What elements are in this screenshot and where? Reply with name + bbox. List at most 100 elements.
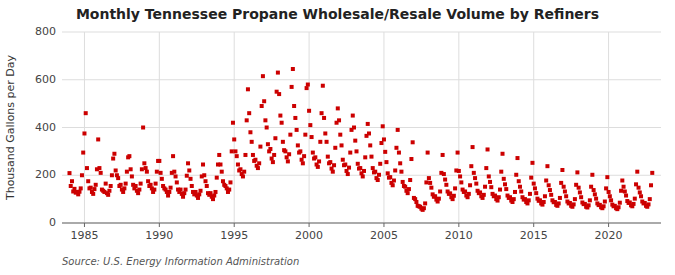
point bbox=[84, 111, 88, 115]
point bbox=[122, 186, 126, 190]
point bbox=[159, 171, 163, 175]
point bbox=[235, 154, 239, 158]
point bbox=[169, 186, 173, 190]
point bbox=[212, 194, 216, 198]
point bbox=[79, 186, 83, 190]
point bbox=[124, 182, 128, 186]
point bbox=[167, 190, 171, 194]
point bbox=[311, 151, 315, 155]
x-tick bbox=[458, 223, 459, 227]
point bbox=[362, 169, 366, 173]
point bbox=[322, 116, 326, 120]
point bbox=[363, 155, 367, 159]
point bbox=[277, 92, 281, 96]
point bbox=[382, 137, 386, 141]
point bbox=[498, 188, 502, 192]
point bbox=[154, 182, 158, 186]
point bbox=[181, 195, 185, 199]
point bbox=[199, 189, 203, 193]
point bbox=[575, 170, 579, 174]
point bbox=[403, 185, 407, 189]
point bbox=[310, 135, 314, 139]
point bbox=[149, 183, 153, 187]
point bbox=[338, 133, 342, 137]
point bbox=[639, 194, 643, 198]
point bbox=[426, 151, 430, 155]
point bbox=[527, 198, 531, 202]
point bbox=[437, 197, 441, 201]
point bbox=[91, 192, 95, 196]
point bbox=[276, 71, 280, 75]
x-axis-line bbox=[62, 223, 661, 224]
point bbox=[201, 163, 205, 167]
point bbox=[429, 186, 433, 190]
x-tick-label: 1995 bbox=[220, 229, 248, 242]
point bbox=[497, 195, 501, 199]
point bbox=[547, 183, 551, 187]
point bbox=[504, 187, 508, 191]
point bbox=[347, 166, 351, 170]
y-tick-label: 200 bbox=[35, 168, 56, 181]
point bbox=[283, 149, 287, 153]
point bbox=[265, 126, 269, 130]
point bbox=[228, 180, 232, 184]
point bbox=[81, 151, 85, 155]
point bbox=[140, 167, 144, 171]
x-tick bbox=[234, 223, 235, 227]
point bbox=[501, 152, 505, 156]
point bbox=[218, 163, 222, 167]
point bbox=[261, 74, 265, 78]
point bbox=[287, 152, 291, 156]
point bbox=[125, 170, 129, 174]
point bbox=[543, 194, 547, 198]
point bbox=[533, 186, 537, 190]
point bbox=[590, 173, 594, 177]
point bbox=[166, 194, 170, 198]
point bbox=[189, 177, 193, 181]
point bbox=[318, 140, 322, 144]
point bbox=[175, 180, 179, 184]
point bbox=[356, 162, 360, 166]
point bbox=[144, 166, 148, 170]
point bbox=[290, 85, 294, 89]
point bbox=[397, 151, 401, 155]
point bbox=[278, 114, 282, 118]
point bbox=[333, 146, 337, 150]
x-grid-line bbox=[533, 32, 534, 223]
point bbox=[366, 122, 370, 126]
point bbox=[69, 184, 73, 188]
point bbox=[110, 173, 114, 177]
y-grid-line bbox=[62, 127, 661, 128]
point bbox=[488, 180, 492, 184]
point bbox=[119, 183, 123, 187]
point bbox=[469, 164, 473, 168]
point bbox=[602, 204, 606, 208]
point bbox=[517, 179, 521, 183]
point bbox=[557, 201, 561, 205]
point bbox=[376, 178, 380, 182]
point bbox=[428, 181, 432, 185]
point bbox=[637, 186, 641, 190]
point bbox=[266, 142, 270, 146]
point bbox=[529, 176, 533, 180]
point bbox=[231, 121, 235, 125]
point bbox=[650, 171, 654, 175]
point bbox=[99, 171, 103, 175]
point bbox=[355, 149, 359, 153]
point bbox=[458, 174, 462, 178]
point bbox=[256, 166, 260, 170]
point bbox=[513, 190, 517, 194]
point bbox=[396, 128, 400, 132]
point bbox=[549, 193, 553, 197]
point bbox=[136, 191, 140, 195]
point bbox=[594, 197, 598, 201]
point bbox=[607, 190, 611, 194]
point bbox=[407, 187, 411, 191]
point bbox=[563, 189, 567, 193]
point bbox=[562, 185, 566, 189]
point bbox=[635, 170, 639, 174]
point bbox=[483, 185, 487, 189]
point bbox=[463, 189, 467, 193]
point bbox=[321, 84, 325, 88]
point bbox=[647, 202, 651, 206]
